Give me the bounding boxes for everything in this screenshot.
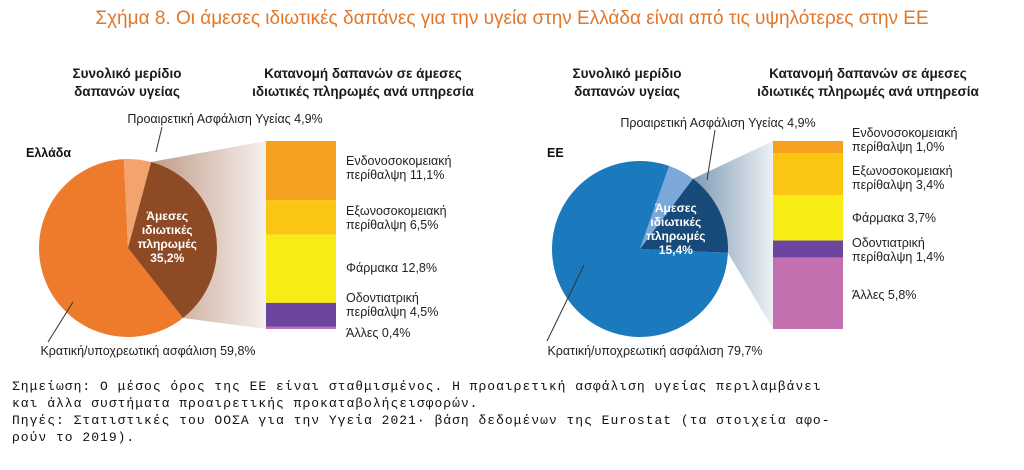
chart-area: Συνολικό μερίδιο δαπανών υγείας Κατανομή δ… <box>26 66 980 358</box>
bar-segment-label: Φάρμακα 3,7% <box>852 211 936 225</box>
bar-segment <box>266 141 336 201</box>
note-line: και άλλα συστήματα προαιρετικής προκαταβ… <box>12 396 479 411</box>
bar-segment <box>266 200 336 235</box>
bar-segment-label: περίθαλψη 11,1% <box>346 168 444 182</box>
pie-slice-voluntary <box>640 165 693 249</box>
bar-segment-label: Άλλες 5,8% <box>852 288 916 302</box>
pie-title: Συνολικό μερίδιο <box>72 66 181 81</box>
oop-center-value: 15,4% <box>659 243 693 257</box>
figure-title: Σχήμα 8. Οι άμεσες ιδιωτικές δαπάνες για… <box>95 8 929 29</box>
bar-segment-label: περίθαλψη 6,5% <box>346 218 438 232</box>
bar-segment-label: περίθαλψη 3,4% <box>852 178 944 192</box>
bar-segment-label: Οδοντιατρική <box>852 236 925 250</box>
pie-slice-state <box>38 159 183 338</box>
bar-title: Κατανομή δαπανών σε άμεσες <box>769 66 967 81</box>
oop-center-label: πληρωμές <box>646 229 705 243</box>
bar-title: ιδιωτικές πληρωμές ανά υπηρεσία <box>757 84 979 99</box>
pie-title: Συνολικό μερίδιο <box>572 66 681 81</box>
bar-segment-label: Οδοντιατρική <box>346 291 419 305</box>
oop-center-label: Άμεσες <box>146 209 188 223</box>
bar-segment-label: Εξωνοσοκομειακή <box>346 204 447 218</box>
oop-center-value: 35,2% <box>150 251 184 265</box>
bar-title: Κατανομή δαπανών σε άμεσες <box>264 66 462 81</box>
oop-center-label: πληρωμές <box>138 237 197 251</box>
pie-title: δαπανών υγείας <box>74 84 180 99</box>
notes-block: Σημείωση: Ο μέσος όρος της ΕΕ είναι σταθ… <box>12 378 1012 446</box>
country-label: ΕΕ <box>547 146 564 160</box>
bar-segment-label: περίθαλψη 1,4% <box>852 250 944 264</box>
leader-line <box>706 129 716 181</box>
connector-wedge <box>692 141 773 329</box>
oop-center-label: Άμεσες <box>655 201 697 215</box>
bar-segment-label: Άλλες 0,4% <box>346 326 410 340</box>
leader-line <box>47 301 74 343</box>
state-insurance-label: Κρατική/υποχρεωτική ασφάλιση 79,7% <box>547 344 762 358</box>
pie-slice-oop <box>640 178 728 253</box>
bar-segment <box>773 240 843 258</box>
voluntary-insurance-label: Προαιρετική Ασφάλιση Υγείας 4,9% <box>127 112 322 126</box>
bar-segment-label: Ενδονοσοκομειακή <box>346 154 451 168</box>
bar-segment-label: περίθαλψη 4,5% <box>346 305 438 319</box>
bar-segment-label: περίθαλψη 1,0% <box>852 140 944 154</box>
pie-slice-state <box>551 161 728 338</box>
oop-center-label: ιδιωτικές <box>142 223 193 237</box>
bar-segment <box>773 195 843 241</box>
leader-line <box>155 126 163 153</box>
bar-segment-label: Φάρμακα 12,8% <box>346 261 437 275</box>
bar-segment-label: Ενδονοσοκομειακή <box>852 126 957 140</box>
bar-segment <box>773 153 843 196</box>
bar-segment <box>266 234 336 303</box>
pie-slice-oop <box>128 162 218 318</box>
pie-slice-voluntary <box>123 159 152 248</box>
source-line: Πηγές: Στατιστικές του ΟΟΣΑ για την Υγεί… <box>12 413 831 428</box>
oop-center-label: ιδιωτικές <box>650 215 701 229</box>
bar-segment <box>266 302 336 327</box>
bar-segment <box>773 141 843 154</box>
bar-segment <box>773 257 843 329</box>
pie-title: δαπανών υγείας <box>574 84 680 99</box>
country-label: Ελλάδα <box>26 146 71 160</box>
bar-segment-label: Εξωνοσοκομειακή <box>852 164 953 178</box>
source-line: ρούν το 2019). <box>12 430 136 445</box>
bar-title: ιδιωτικές πληρωμές ανά υπηρεσία <box>252 84 474 99</box>
bar-segment <box>266 326 336 329</box>
state-insurance-label: Κρατική/υποχρεωτική ασφάλιση 59,8% <box>40 344 255 358</box>
leader-line <box>546 264 585 342</box>
voluntary-insurance-label: Προαιρετική Ασφάλιση Υγείας 4,9% <box>620 116 815 130</box>
note-line: Σημείωση: Ο μέσος όρος της ΕΕ είναι σταθ… <box>12 379 822 394</box>
